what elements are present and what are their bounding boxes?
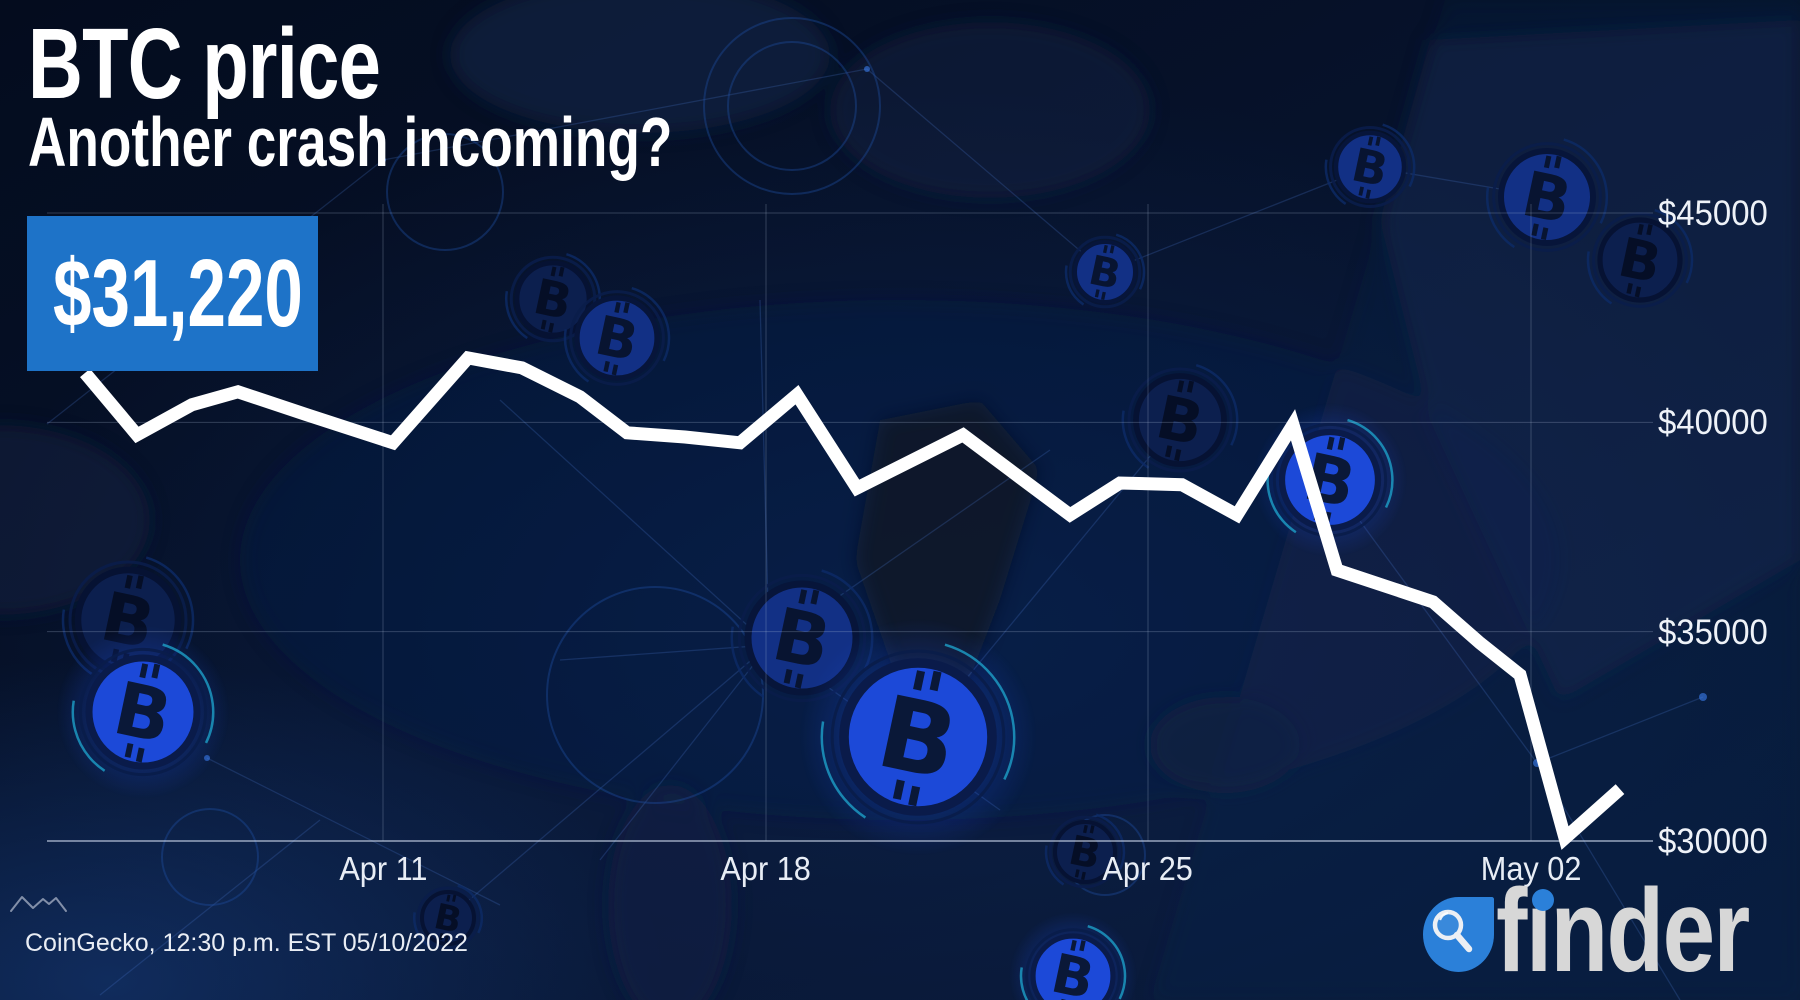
svg-text:B: B — [1516, 157, 1577, 238]
x-axis-label: May 02 — [1451, 851, 1611, 887]
svg-text:B: B — [1613, 226, 1666, 296]
y-axis-label: $30000 — [1650, 821, 1768, 863]
y-axis-label: $45000 — [1650, 193, 1768, 235]
bitcoin-coin-icon: B — [61, 553, 195, 687]
svg-text:B: B — [95, 577, 162, 665]
y-axis-label: $35000 — [1650, 612, 1768, 654]
x-axis-label: Apr 18 — [686, 851, 846, 887]
bitcoin-coin-icon: B — [1485, 135, 1609, 259]
bitcoin-coin-icon: B — [730, 566, 874, 710]
svg-text:B: B — [590, 304, 643, 374]
bitcoin-coin-icon: B — [56, 625, 230, 799]
bitcoin-coin-icon: B — [1324, 121, 1416, 213]
bitcoin-coin-icon: B — [1121, 361, 1239, 479]
source-attribution: CoinGecko, 12:30 p.m. EST 05/10/2022 — [25, 929, 468, 957]
y-axis-label-text: $40000 — [1658, 403, 1768, 443]
finder-logo-text: fınder — [1496, 865, 1750, 997]
svg-text:B: B — [1046, 942, 1099, 1000]
btc-price-line — [80, 350, 1625, 850]
svg-text:B: B — [1298, 440, 1362, 524]
svg-text:B: B — [766, 592, 838, 687]
page-title: BTC price — [28, 8, 381, 120]
y-axis-label: $40000 — [1650, 402, 1768, 444]
x-axis-label: Apr 11 — [303, 851, 463, 887]
bitcoin-coin-icon: B — [504, 250, 602, 348]
y-axis-label-text: $30000 — [1658, 822, 1768, 861]
bitcoin-coin-icon: B — [1064, 231, 1146, 313]
x-axis-label-text: Apr 18 — [720, 850, 812, 887]
bitcoin-coin-icon: B — [1253, 403, 1407, 557]
x-axis-label: Apr 25 — [1068, 851, 1228, 887]
svg-text:B: B — [1347, 137, 1392, 197]
finder-logo-i-dot — [1532, 889, 1554, 911]
svg-text:B: B — [1150, 383, 1209, 460]
bitcoin-coin-icon: B — [563, 284, 671, 392]
bitcoin-coin-icon: B — [799, 618, 1037, 856]
x-axis-label-text: Apr 11 — [338, 850, 428, 887]
x-axis-label-text: Apr 25 — [1102, 850, 1194, 887]
x-axis-label-text: May 02 — [1480, 850, 1582, 887]
svg-text:B: B — [107, 666, 179, 761]
svg-text:B: B — [868, 673, 967, 803]
magnifier-icon — [1432, 909, 1473, 953]
y-axis-label-text: $45000 — [1658, 194, 1768, 233]
svg-text:B: B — [1085, 246, 1125, 299]
svg-text:B: B — [529, 269, 577, 331]
magnifier-droplet-icon — [1423, 897, 1494, 972]
price-badge: $31,220 — [27, 216, 318, 371]
bitcoin-coin-icon: B — [1009, 912, 1137, 1000]
current-price-value: $31,220 — [53, 239, 303, 347]
sparkline-icon — [10, 896, 67, 912]
page-subtitle: Another crash incoming? — [28, 103, 673, 181]
y-axis-label-text: $35000 — [1658, 612, 1768, 652]
